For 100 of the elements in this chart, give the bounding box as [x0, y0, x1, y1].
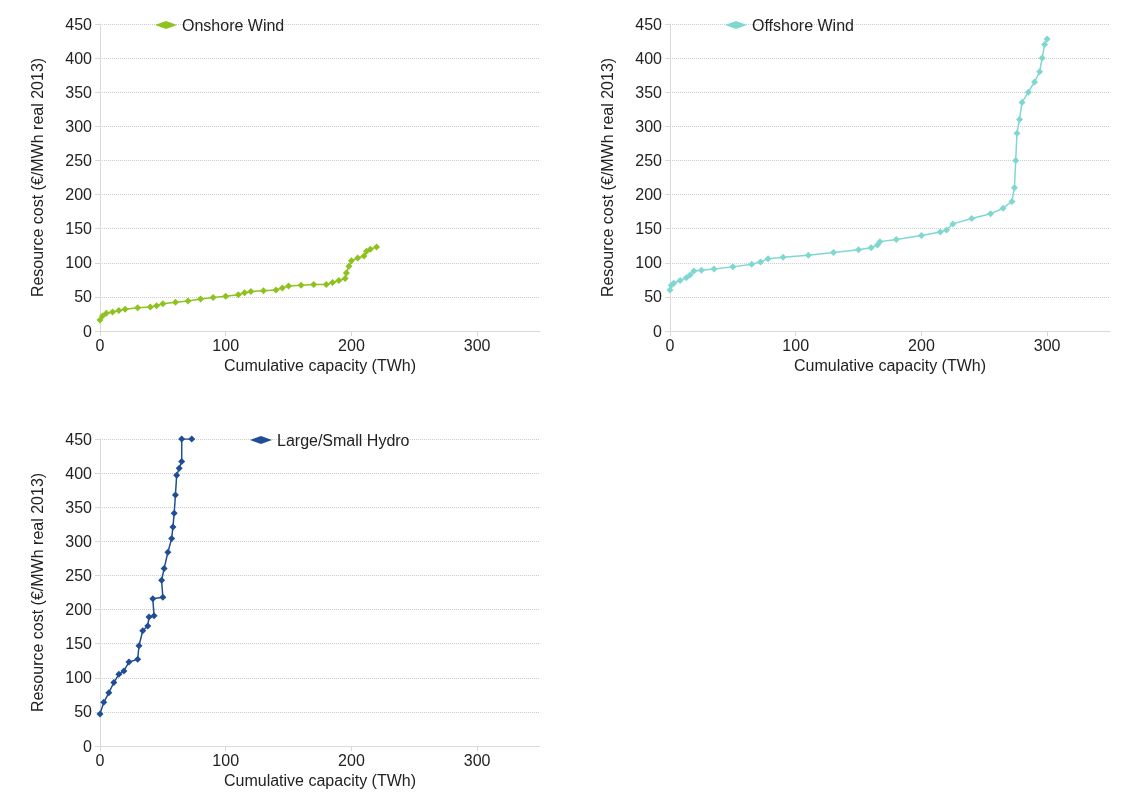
point: [297, 281, 305, 289]
y-tick-label: 350: [635, 83, 663, 101]
y-tick-label: 100: [65, 254, 93, 272]
y-tick-label: 50: [644, 288, 663, 306]
point: [335, 277, 343, 285]
y-tick-label: 0: [83, 322, 93, 340]
point: [109, 308, 117, 316]
point: [234, 291, 242, 299]
point: [173, 471, 181, 479]
point: [178, 435, 186, 443]
point: [748, 260, 756, 268]
y-tick-label: 50: [74, 703, 93, 721]
point: [184, 297, 192, 305]
point: [170, 509, 178, 517]
point: [115, 307, 123, 315]
y-axis-title: Resource cost (€/MWh real 2013): [598, 57, 616, 298]
x-axis-title: Cumulative capacity (TWh): [223, 772, 417, 790]
x-axis-title: Cumulative capacity (TWh): [223, 357, 417, 375]
y-tick-label: 450: [635, 15, 663, 33]
point: [855, 246, 863, 254]
point: [241, 289, 249, 297]
point: [197, 295, 205, 303]
point: [345, 262, 353, 270]
point: [757, 258, 765, 266]
y-tick-label: 250: [635, 151, 663, 169]
point: [278, 284, 286, 292]
y-tick-label: 300: [65, 532, 93, 550]
point: [100, 698, 108, 706]
y-tick-label: 200: [635, 186, 663, 204]
point: [322, 281, 330, 289]
point: [764, 255, 772, 263]
point: [115, 670, 123, 678]
point: [188, 435, 196, 443]
point: [169, 523, 177, 531]
point: [676, 277, 684, 285]
point: [1031, 78, 1039, 86]
x-tick-label: 200: [338, 751, 365, 769]
point: [1018, 98, 1026, 106]
point: [804, 251, 812, 259]
y-tick-label: 150: [65, 220, 93, 238]
point: [222, 292, 230, 300]
y-tick-label: 300: [635, 117, 663, 135]
point: [96, 710, 104, 718]
y-tick-label: 0: [653, 322, 663, 340]
point: [178, 458, 186, 466]
x-axis-title: Cumulative capacity (TWh): [793, 357, 987, 375]
point: [987, 210, 995, 218]
point: [729, 263, 737, 271]
point: [175, 464, 183, 472]
point: [171, 491, 179, 499]
point: [1013, 129, 1021, 137]
point: [139, 627, 147, 635]
x-tick-label: 100: [212, 751, 240, 769]
point: [1036, 68, 1044, 76]
x-tick-label: 200: [908, 336, 935, 354]
point: [366, 245, 374, 253]
point: [159, 300, 167, 308]
point: [347, 257, 355, 265]
point: [1043, 35, 1051, 43]
y-axis-title: Resource cost (€/MWh real 2013): [28, 57, 46, 298]
point: [96, 316, 104, 324]
point: [105, 689, 113, 697]
legend-label: Offshore Wind: [752, 16, 854, 34]
x-tick-label: 300: [463, 336, 491, 354]
y-tick-label: 250: [65, 151, 93, 169]
y-tick-label: 450: [65, 430, 93, 448]
point: [259, 287, 267, 295]
point: [272, 286, 280, 294]
x-tick-label: 300: [463, 751, 491, 769]
point: [120, 667, 128, 675]
point: [125, 658, 133, 666]
point: [168, 535, 176, 543]
x-tick-label: 300: [1033, 336, 1061, 354]
point: [1010, 184, 1018, 192]
point: [373, 243, 381, 251]
point: [917, 231, 925, 239]
point: [158, 576, 166, 584]
legend-label: Large/Small Hydro: [277, 431, 410, 449]
point: [949, 220, 957, 228]
point: [943, 226, 951, 234]
point: [144, 622, 152, 630]
point: [1041, 40, 1049, 48]
y-axis-title: Resource cost (€/MWh real 2013): [28, 472, 46, 713]
y-tick-label: 350: [65, 83, 93, 101]
point: [160, 565, 168, 573]
point: [968, 214, 976, 222]
point: [159, 593, 167, 601]
point: [285, 282, 293, 290]
y-tick-label: 100: [65, 669, 93, 687]
point: [153, 302, 161, 310]
x-tick-label: 0: [95, 751, 105, 769]
point: [936, 228, 944, 236]
point: [354, 254, 362, 262]
point: [171, 298, 179, 306]
legend-label: Onshore Wind: [182, 16, 285, 34]
point: [329, 279, 337, 287]
y-tick-label: 200: [65, 186, 93, 204]
point: [1038, 54, 1046, 62]
y-tick-label: 350: [65, 498, 93, 516]
y-tick-label: 50: [74, 288, 93, 306]
